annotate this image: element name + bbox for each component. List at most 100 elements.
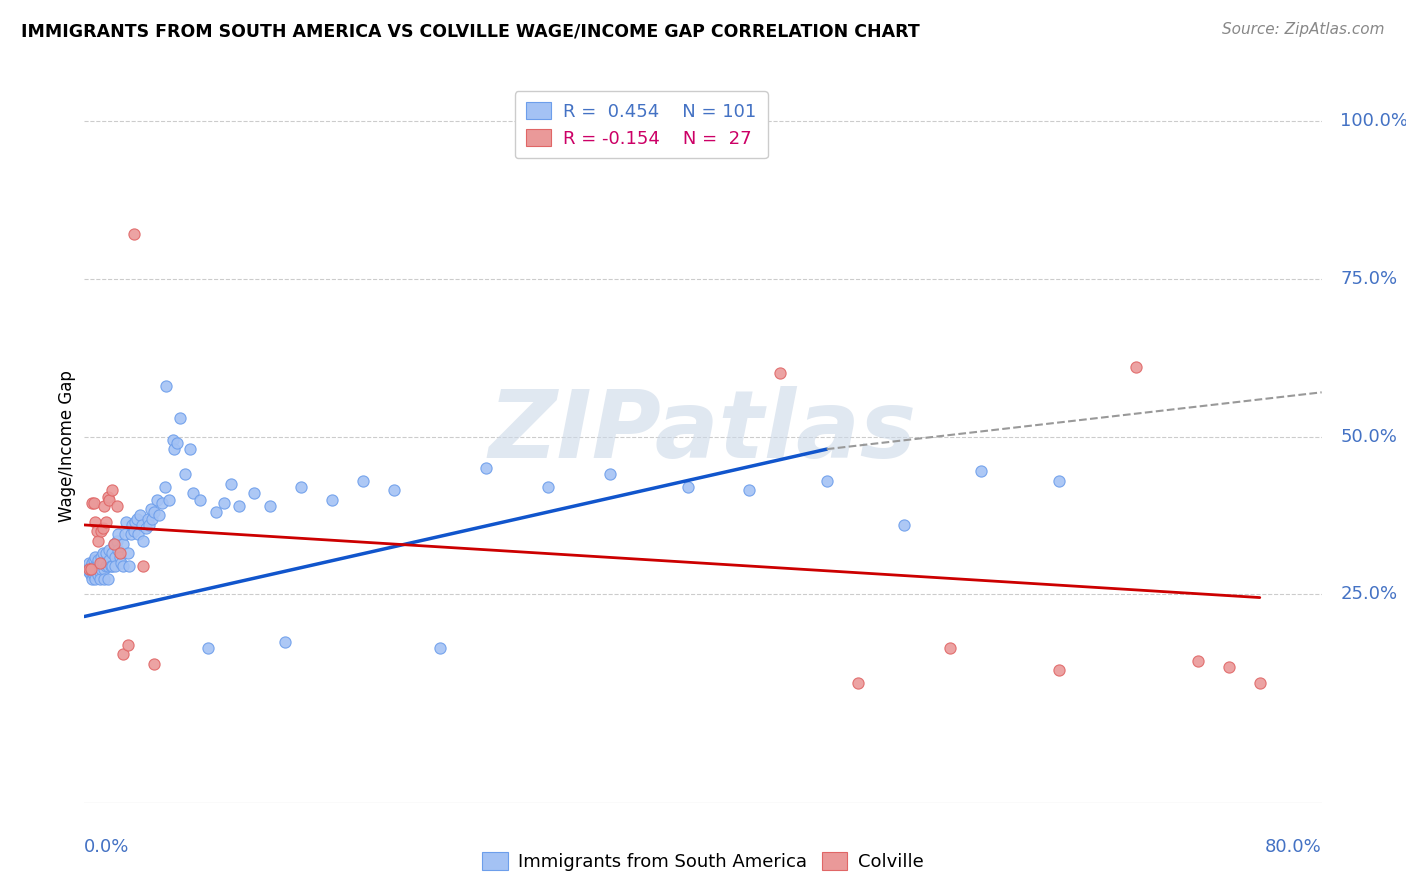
Point <box>122 227 145 242</box>
Point <box>100 559 122 574</box>
Point <box>93 562 115 576</box>
Point <box>1047 663 1070 677</box>
Point <box>159 492 180 507</box>
Point <box>96 490 118 504</box>
Point <box>83 559 105 574</box>
Text: 0.0%: 0.0% <box>84 838 129 855</box>
Point <box>79 562 101 576</box>
Point <box>115 515 138 529</box>
Point <box>104 549 127 564</box>
Point <box>153 480 176 494</box>
Point <box>107 527 129 541</box>
Point <box>98 492 121 507</box>
Point <box>676 480 699 494</box>
Point <box>122 524 145 539</box>
Point <box>132 559 155 574</box>
Point <box>150 496 173 510</box>
Text: 80.0%: 80.0% <box>1265 838 1322 855</box>
Point <box>101 483 124 498</box>
Text: 100.0%: 100.0% <box>1340 112 1406 129</box>
Point <box>769 367 792 381</box>
Point <box>1125 360 1147 375</box>
Text: 75.0%: 75.0% <box>1340 269 1398 287</box>
Point <box>83 552 105 566</box>
Point <box>188 492 211 507</box>
Text: ZIPatlas: ZIPatlas <box>489 385 917 478</box>
Point <box>127 527 149 541</box>
Point <box>82 566 104 580</box>
Point <box>79 559 101 574</box>
Text: 25.0%: 25.0% <box>1340 585 1398 603</box>
Point <box>87 552 110 566</box>
Point <box>321 492 343 507</box>
Point <box>90 549 112 564</box>
Point <box>86 559 108 574</box>
Point <box>83 496 105 510</box>
Point <box>84 549 107 564</box>
Point <box>290 480 312 494</box>
Point <box>429 641 451 656</box>
Point <box>117 546 139 560</box>
Point <box>87 533 110 548</box>
Point <box>89 572 111 586</box>
Point <box>815 474 838 488</box>
Point <box>205 505 228 519</box>
Point <box>91 521 114 535</box>
Point <box>228 499 250 513</box>
Point <box>83 568 105 582</box>
Point <box>939 641 962 656</box>
Point <box>118 559 141 574</box>
Point <box>599 467 621 482</box>
Point <box>146 492 169 507</box>
Point <box>87 568 110 582</box>
Point <box>103 537 125 551</box>
Y-axis label: Wage/Income Gap: Wage/Income Gap <box>58 370 76 522</box>
Point <box>93 572 115 586</box>
Point <box>91 546 114 560</box>
Point <box>84 559 107 574</box>
Point <box>82 572 104 586</box>
Point <box>139 502 162 516</box>
Point <box>243 486 266 500</box>
Text: IMMIGRANTS FROM SOUTH AMERICA VS COLVILLE WAGE/INCOME GAP CORRELATION CHART: IMMIGRANTS FROM SOUTH AMERICA VS COLVILL… <box>21 22 920 40</box>
Point <box>93 499 115 513</box>
Point <box>738 483 761 498</box>
Point <box>475 461 498 475</box>
Point <box>179 442 201 457</box>
Point <box>110 556 132 570</box>
Point <box>893 517 915 532</box>
Point <box>197 641 219 656</box>
Point <box>76 562 98 576</box>
Point <box>86 566 108 580</box>
Point <box>352 474 374 488</box>
Point <box>107 543 129 558</box>
Point <box>131 517 153 532</box>
Point <box>174 467 197 482</box>
Point <box>108 549 131 564</box>
Point <box>537 480 560 494</box>
Point <box>105 533 128 548</box>
Point <box>94 515 117 529</box>
Point <box>96 559 118 574</box>
Point <box>1249 675 1271 690</box>
Point <box>112 559 135 574</box>
Point <box>155 379 177 393</box>
Point <box>181 486 204 500</box>
Point <box>129 508 152 523</box>
Point <box>90 562 112 576</box>
Point <box>90 524 112 539</box>
Point <box>94 546 117 560</box>
Point <box>112 537 135 551</box>
Point <box>89 556 111 570</box>
Point <box>84 515 107 529</box>
Point <box>274 634 297 648</box>
Point <box>382 483 405 498</box>
Point <box>96 572 118 586</box>
Point <box>98 552 121 566</box>
Point <box>135 521 157 535</box>
Point <box>77 566 100 580</box>
Point <box>1187 654 1209 668</box>
Point <box>1218 660 1240 674</box>
Point <box>108 546 131 560</box>
Point <box>98 543 121 558</box>
